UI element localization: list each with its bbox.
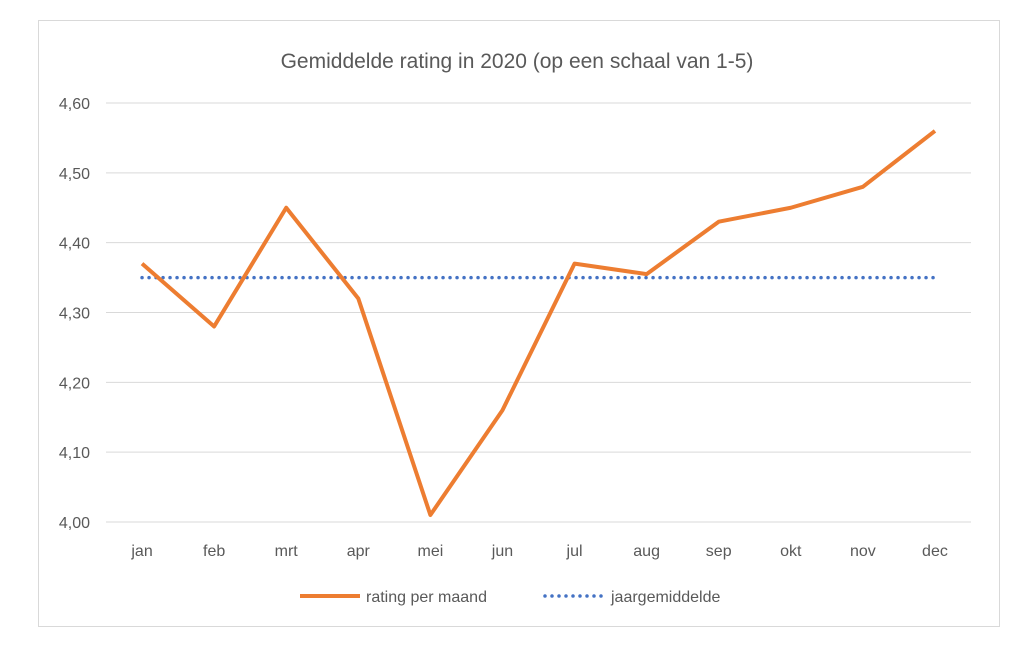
y-tick-label: 4,50 <box>59 166 90 183</box>
legend-label: jaargemiddelde <box>610 589 721 606</box>
x-tick-label: feb <box>203 543 225 560</box>
y-tick-label: 4,40 <box>59 236 90 253</box>
x-tick-label: jul <box>566 543 583 560</box>
chart-title: Gemiddelde rating in 2020 (op een schaal… <box>281 50 754 73</box>
chart-area <box>38 20 1000 627</box>
x-tick-label: okt <box>780 543 802 560</box>
x-tick-label: jan <box>130 543 152 560</box>
x-tick-label: nov <box>850 543 876 560</box>
x-tick-label: aug <box>633 543 660 560</box>
y-tick-label: 4,10 <box>59 445 90 462</box>
x-tick-label: apr <box>347 543 371 560</box>
x-tick-label: dec <box>922 543 948 560</box>
x-tick-label: jun <box>491 543 513 560</box>
series-line-rating <box>140 129 937 518</box>
x-tick-label: mrt <box>275 543 299 560</box>
y-tick-label: 4,20 <box>59 375 90 392</box>
x-tick-label: mei <box>417 543 443 560</box>
y-tick-label: 4,60 <box>59 96 90 113</box>
x-tick-label: sep <box>706 543 732 560</box>
legend-label: rating per maand <box>366 589 487 606</box>
y-tick-label: 4,30 <box>59 306 90 323</box>
y-tick-label: 4,00 <box>59 515 90 532</box>
